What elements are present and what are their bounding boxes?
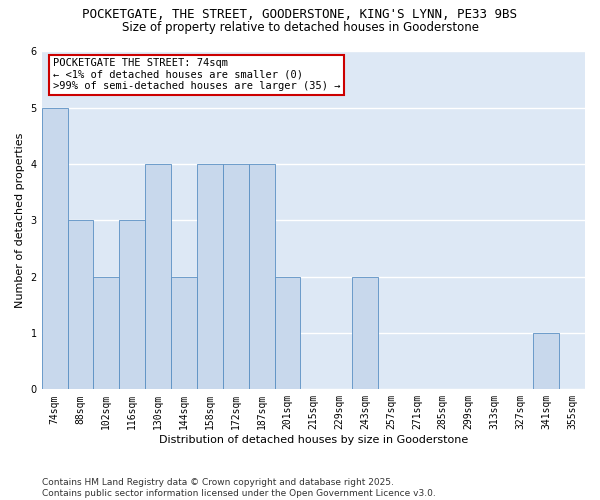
Bar — [223, 164, 248, 390]
Bar — [533, 333, 559, 390]
Bar — [197, 164, 223, 390]
Bar — [119, 220, 145, 390]
Text: Size of property relative to detached houses in Gooderstone: Size of property relative to detached ho… — [121, 21, 479, 34]
Bar — [145, 164, 171, 390]
Text: POCKETGATE THE STREET: 74sqm
← <1% of detached houses are smaller (0)
>99% of se: POCKETGATE THE STREET: 74sqm ← <1% of de… — [53, 58, 340, 92]
Bar — [248, 164, 275, 390]
Text: POCKETGATE, THE STREET, GOODERSTONE, KING'S LYNN, PE33 9BS: POCKETGATE, THE STREET, GOODERSTONE, KIN… — [83, 8, 517, 20]
Bar — [275, 276, 301, 390]
Y-axis label: Number of detached properties: Number of detached properties — [15, 132, 25, 308]
Bar — [68, 220, 94, 390]
Bar — [41, 108, 68, 390]
X-axis label: Distribution of detached houses by size in Gooderstone: Distribution of detached houses by size … — [159, 435, 468, 445]
Bar — [171, 276, 197, 390]
Bar — [352, 276, 378, 390]
Text: Contains HM Land Registry data © Crown copyright and database right 2025.
Contai: Contains HM Land Registry data © Crown c… — [42, 478, 436, 498]
Bar — [94, 276, 119, 390]
